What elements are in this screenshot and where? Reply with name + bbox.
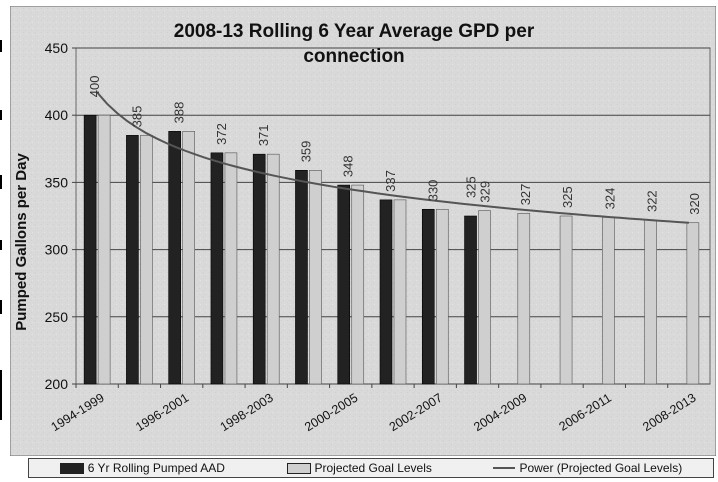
legend-label-power: Power (Projected Goal Levels) bbox=[519, 461, 683, 475]
bars-layer bbox=[83, 114, 700, 385]
bar-projected-goal bbox=[266, 153, 280, 385]
data-label: 330 bbox=[425, 180, 440, 202]
bar-projected-goal bbox=[686, 222, 700, 385]
data-label: 320 bbox=[687, 193, 702, 215]
data-label: 371 bbox=[256, 124, 271, 146]
bar-projected-goal bbox=[309, 170, 322, 385]
y-tick-label: 350 bbox=[45, 174, 69, 190]
bar-projected-goal bbox=[478, 210, 491, 385]
data-label: 324 bbox=[602, 188, 617, 210]
y-tick-label: 400 bbox=[45, 107, 69, 123]
legend-item-projected: Projected Goal Levels bbox=[286, 461, 432, 475]
data-label: 322 bbox=[645, 190, 660, 212]
chart-title: 2008-13 Rolling 6 Year Average GPD per bbox=[174, 21, 535, 42]
y-tick-label: 450 bbox=[45, 40, 69, 56]
bar-projected-goal bbox=[182, 131, 195, 385]
bar-pumped-aad bbox=[337, 184, 351, 385]
bar-projected-goal bbox=[517, 213, 531, 385]
legend-swatch-projected bbox=[286, 462, 311, 474]
bar-pumped-aad bbox=[83, 114, 97, 385]
y-tick-label: 200 bbox=[45, 376, 69, 392]
bar-projected-goal bbox=[97, 114, 111, 385]
data-label: 329 bbox=[478, 181, 493, 203]
bar-projected-goal bbox=[224, 152, 238, 385]
data-label: 372 bbox=[214, 123, 229, 145]
legend-label-projected: Projected Goal Levels bbox=[314, 461, 432, 475]
bar-pumped-aad bbox=[295, 170, 308, 385]
y-tick-label: 250 bbox=[45, 309, 69, 325]
legend-item-power: Power (Projected Goal Levels) bbox=[493, 461, 682, 475]
chart-frame: 400 385 388 372 371 359 348 337 330 325 329 327 325 3… bbox=[10, 6, 716, 456]
bar-pumped-aad bbox=[379, 199, 393, 385]
bar-projected-goal bbox=[393, 199, 407, 385]
bar-projected-goal bbox=[644, 219, 657, 385]
legend-swatch-pumped bbox=[59, 462, 84, 474]
y-tick-label: 300 bbox=[45, 242, 69, 258]
bar-pumped-aad bbox=[421, 208, 435, 385]
data-label: 337 bbox=[383, 170, 398, 192]
bar-projected-goal bbox=[602, 217, 615, 385]
chart-title-line2: connection bbox=[303, 46, 404, 67]
legend-swatch-power bbox=[493, 467, 516, 469]
y-axis-label: Pumped Gallons per Day bbox=[13, 153, 30, 331]
bar-pumped-aad bbox=[168, 131, 181, 385]
chart-legend: 6 Yr Rolling Pumped AAD Projected Goal L… bbox=[28, 458, 714, 478]
bar-projected-goal bbox=[140, 135, 153, 385]
data-label: 385 bbox=[129, 106, 144, 128]
left-edge-marks bbox=[0, 40, 2, 420]
data-label: 325 bbox=[464, 176, 479, 198]
bar-projected-goal bbox=[559, 215, 573, 385]
trendline-power bbox=[96, 91, 689, 224]
data-label: 348 bbox=[341, 155, 356, 177]
data-label: 388 bbox=[172, 102, 187, 124]
bar-pumped-aad bbox=[252, 153, 266, 385]
data-label: 400 bbox=[87, 75, 102, 97]
bar-pumped-aad bbox=[464, 215, 477, 385]
bar-projected-goal bbox=[435, 208, 449, 385]
bar-pumped-aad bbox=[210, 152, 224, 385]
data-label: 325 bbox=[560, 186, 575, 208]
data-label: 327 bbox=[518, 184, 533, 206]
legend-item-pumped: 6 Yr Rolling Pumped AAD bbox=[59, 461, 225, 475]
bar-pumped-aad bbox=[126, 135, 139, 385]
bar-projected-goal bbox=[351, 184, 365, 385]
trend-layer bbox=[96, 91, 689, 224]
legend-label-pumped: 6 Yr Rolling Pumped AAD bbox=[87, 461, 225, 475]
data-label: 359 bbox=[298, 141, 313, 163]
